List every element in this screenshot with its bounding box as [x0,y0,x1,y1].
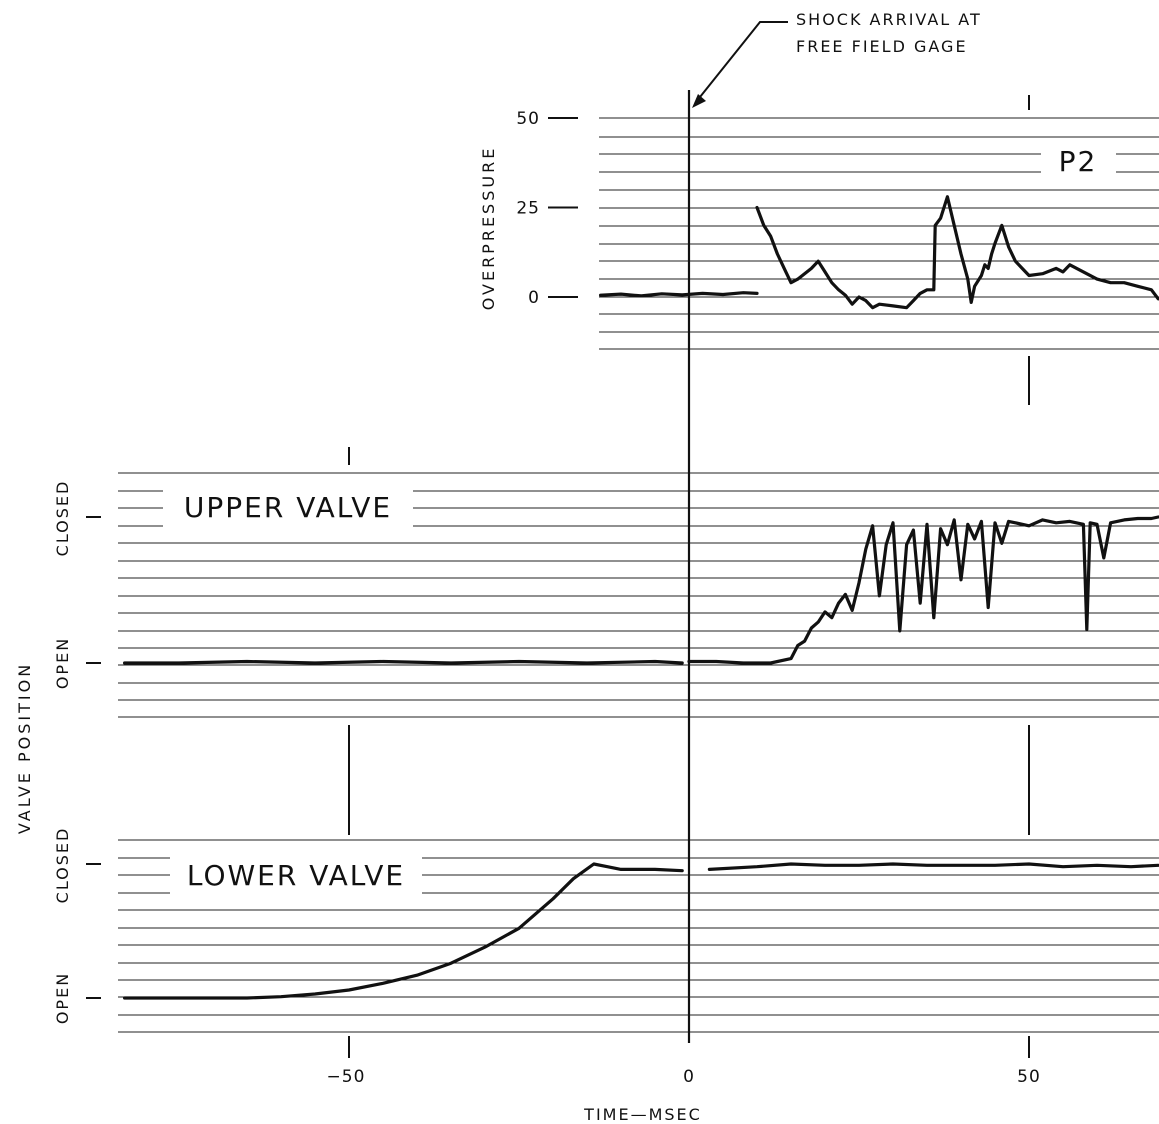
time-marker-ticks [348,95,1030,1058]
upper-trace-segment-2 [687,515,1159,665]
lower-y-tick-label-open: OPEN [53,972,72,1024]
lower-y-tick-label-closed: CLOSED [53,827,72,904]
upper-valve-title-group: UPPER VALVE [163,484,413,528]
annotation-line-2: FREE FIELD GAGE [796,37,968,56]
upper-valve-panel-grid [118,472,1159,718]
lower-valve-title: LOWER VALVE [187,859,405,892]
shock-arrival-annotation: SHOCK ARRIVAL AT FREE FIELD GAGE [692,10,982,108]
upper-y-tick-label-closed: CLOSED [53,480,72,557]
lower-valve-title-group: LOWER VALVE [170,853,422,897]
lower-valve-traces [122,862,1159,1000]
pressure-y-ticks: 50 25 0 [516,109,578,308]
pressure-y-tick-label: 0 [528,288,540,308]
lower-trace-segment-2 [707,862,1159,872]
pressure-trace-segment-2 [755,195,1159,310]
pressure-axis-label: OVERPRESSURE [479,146,498,311]
upper-valve-traces [122,515,1159,665]
pressure-title-group: P2 [1041,140,1116,180]
x-tick-label: −50 [327,1067,366,1087]
x-tick-labels: −50 0 50 [327,1067,1041,1087]
x-tick-label: 50 [1017,1067,1041,1087]
pressure-panel-grid [599,117,1159,350]
upper-trace-segment-1 [122,659,684,665]
annotation-arrowhead [692,94,706,108]
upper-y-tick-label-open: OPEN [53,637,72,689]
pressure-y-tick-label: 50 [516,109,540,129]
pressure-trace-segment-1 [598,291,759,298]
lower-valve-y-ticks: CLOSED OPEN [53,827,101,1024]
x-tick-label: 0 [683,1067,695,1087]
x-axis-label: TIME—MSEC [583,1105,702,1124]
lower-trace-segment-1 [122,862,684,1000]
upper-valve-title-background [163,484,413,528]
annotation-leader-line [695,21,788,103]
valve-position-axis-label: VALVE POSITION [15,662,34,834]
annotation-line-1: SHOCK ARRIVAL AT [796,10,982,29]
pressure-y-tick-label: 25 [516,199,540,219]
lower-valve-title-background [170,853,422,897]
pressure-title-background [1041,140,1116,180]
upper-valve-y-ticks: CLOSED OPEN [53,480,101,689]
pressure-title: P2 [1059,145,1098,178]
pressure-traces [598,195,1159,310]
upper-valve-title: UPPER VALVE [184,491,392,524]
